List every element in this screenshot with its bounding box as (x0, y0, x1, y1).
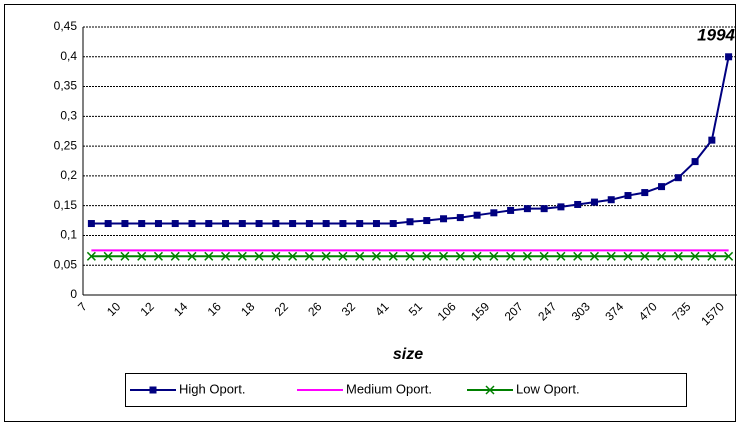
point (371, 251, 381, 261)
point (523, 205, 531, 213)
y-tick-label: 0,1 (60, 228, 77, 242)
point (574, 200, 582, 208)
point (153, 251, 163, 261)
chart-title: 1994 (697, 25, 735, 44)
y-tick-label: 0,45 (54, 19, 78, 33)
point (641, 189, 649, 197)
point (455, 251, 465, 261)
point (356, 220, 364, 228)
point (205, 220, 213, 228)
point (86, 251, 96, 261)
point (237, 251, 247, 261)
point (489, 251, 499, 261)
point (707, 251, 717, 261)
y-tick-label: 0,2 (60, 168, 77, 182)
point (372, 220, 380, 228)
point (388, 251, 398, 261)
y-tick-label: 0,15 (54, 198, 78, 212)
y-tick-label: 0,3 (60, 109, 77, 123)
point (507, 206, 515, 214)
legend-marker (149, 386, 157, 394)
point (171, 220, 179, 228)
y-tick-label: 0,4 (60, 49, 77, 63)
point (170, 251, 180, 261)
point (405, 251, 415, 261)
point (221, 251, 231, 261)
point (724, 251, 734, 261)
point (557, 203, 565, 211)
y-tick-label: 0 (70, 287, 77, 301)
y-tick-label: 0,35 (54, 79, 78, 93)
point (222, 220, 230, 228)
point (658, 183, 666, 191)
point (238, 220, 246, 228)
point (540, 205, 548, 213)
chart-border (4, 4, 736, 422)
point (473, 211, 481, 219)
point (691, 158, 699, 166)
legend-label: Medium Oport. (346, 381, 432, 396)
point (522, 251, 532, 261)
point (288, 251, 298, 261)
point (624, 192, 632, 200)
point (338, 251, 348, 261)
legend-label: Low Oport. (516, 381, 580, 396)
point (355, 251, 365, 261)
y-tick-label: 0,05 (54, 257, 78, 271)
point (640, 251, 650, 261)
point (138, 220, 146, 228)
point (204, 251, 214, 261)
point (389, 220, 397, 228)
point (589, 251, 599, 261)
point (304, 251, 314, 261)
point (121, 220, 129, 228)
point (137, 251, 147, 261)
point (254, 251, 264, 261)
point (104, 220, 112, 228)
point (623, 251, 633, 261)
point (322, 220, 330, 228)
x-axis-label: size (393, 346, 423, 363)
point (539, 251, 549, 261)
point (490, 209, 498, 217)
point (422, 251, 432, 261)
point (456, 214, 464, 222)
point (674, 174, 682, 182)
point (690, 251, 700, 261)
point (556, 251, 566, 261)
point (606, 251, 616, 261)
point (255, 220, 263, 228)
y-tick-label: 0,25 (54, 138, 78, 152)
point (272, 220, 280, 228)
legend (125, 373, 687, 407)
point (103, 251, 113, 261)
point (657, 251, 667, 261)
point (87, 220, 95, 228)
legend-label: High Oport. (179, 381, 245, 396)
point (289, 220, 297, 228)
point (506, 251, 516, 261)
point (423, 217, 431, 225)
point (472, 251, 482, 261)
point (339, 220, 347, 228)
point (440, 215, 448, 223)
point (708, 136, 716, 144)
point (188, 220, 196, 228)
point (271, 251, 281, 261)
point (305, 220, 313, 228)
point (321, 251, 331, 261)
point (725, 53, 733, 61)
point (406, 218, 414, 226)
point (590, 198, 598, 206)
point (439, 251, 449, 261)
legend-marker (485, 385, 495, 395)
point (154, 220, 162, 228)
point (607, 196, 615, 204)
point (673, 251, 683, 261)
point (573, 251, 583, 261)
point (120, 251, 130, 261)
point (187, 251, 197, 261)
